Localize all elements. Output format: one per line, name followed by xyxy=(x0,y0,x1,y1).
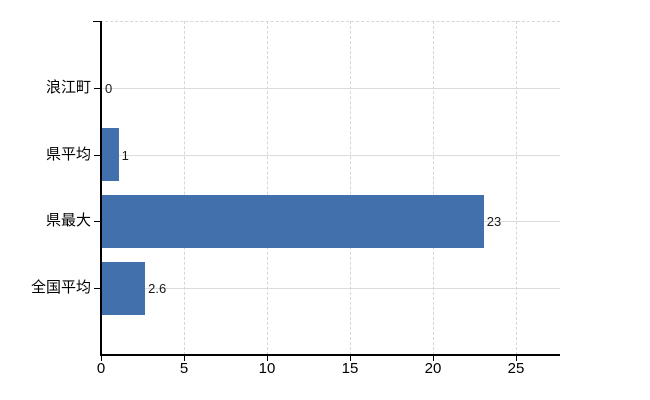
y-axis-tick xyxy=(94,221,100,223)
bar-全国平均 xyxy=(102,261,146,315)
vertical-gridline xyxy=(433,21,434,355)
x-axis-tick xyxy=(184,356,185,361)
y-axis-label-浪江町: 浪江町 xyxy=(45,78,91,96)
bar-value-label: 1 xyxy=(121,147,129,163)
y-axis-label-県最大: 県最大 xyxy=(45,212,91,230)
bar-県最大 xyxy=(102,194,484,248)
y-axis-tick xyxy=(94,87,100,89)
bar-value-label: 2.6 xyxy=(148,281,167,297)
y-axis-top-tick xyxy=(93,21,100,22)
x-axis-tick xyxy=(267,356,268,361)
bar-value-label: 23 xyxy=(486,214,502,230)
y-axis-line xyxy=(100,21,102,355)
plot-area: 0 1 23 2.6 xyxy=(100,21,560,355)
x-axis-label: 0 xyxy=(96,360,106,377)
x-axis-label: 5 xyxy=(179,360,189,377)
x-axis-label: 10 xyxy=(258,360,276,377)
y-axis-tick xyxy=(94,288,100,290)
horizontal-gridline xyxy=(100,87,560,89)
horizontal-gridline xyxy=(100,288,560,290)
bar-value-label: 0 xyxy=(105,80,113,96)
x-axis-tick xyxy=(516,356,517,361)
horizontal-gridline xyxy=(100,154,560,156)
x-axis-tick xyxy=(433,356,434,361)
vertical-gridline xyxy=(267,21,268,355)
y-axis-label-県平均: 県平均 xyxy=(45,145,91,163)
bar-県平均 xyxy=(102,128,119,182)
x-axis-line xyxy=(100,354,560,356)
y-axis-tick xyxy=(94,154,100,156)
x-axis-label: 25 xyxy=(507,360,525,377)
vertical-gridline xyxy=(184,21,185,355)
y-axis-label-全国平均: 全国平均 xyxy=(30,279,91,297)
x-axis-label: 20 xyxy=(424,360,442,377)
plot-top-border xyxy=(100,21,560,22)
x-axis-label: 15 xyxy=(341,360,359,377)
x-axis-tick xyxy=(350,356,351,361)
vertical-gridline xyxy=(516,21,517,355)
vertical-gridline xyxy=(350,21,351,355)
x-axis-tick xyxy=(101,356,102,361)
